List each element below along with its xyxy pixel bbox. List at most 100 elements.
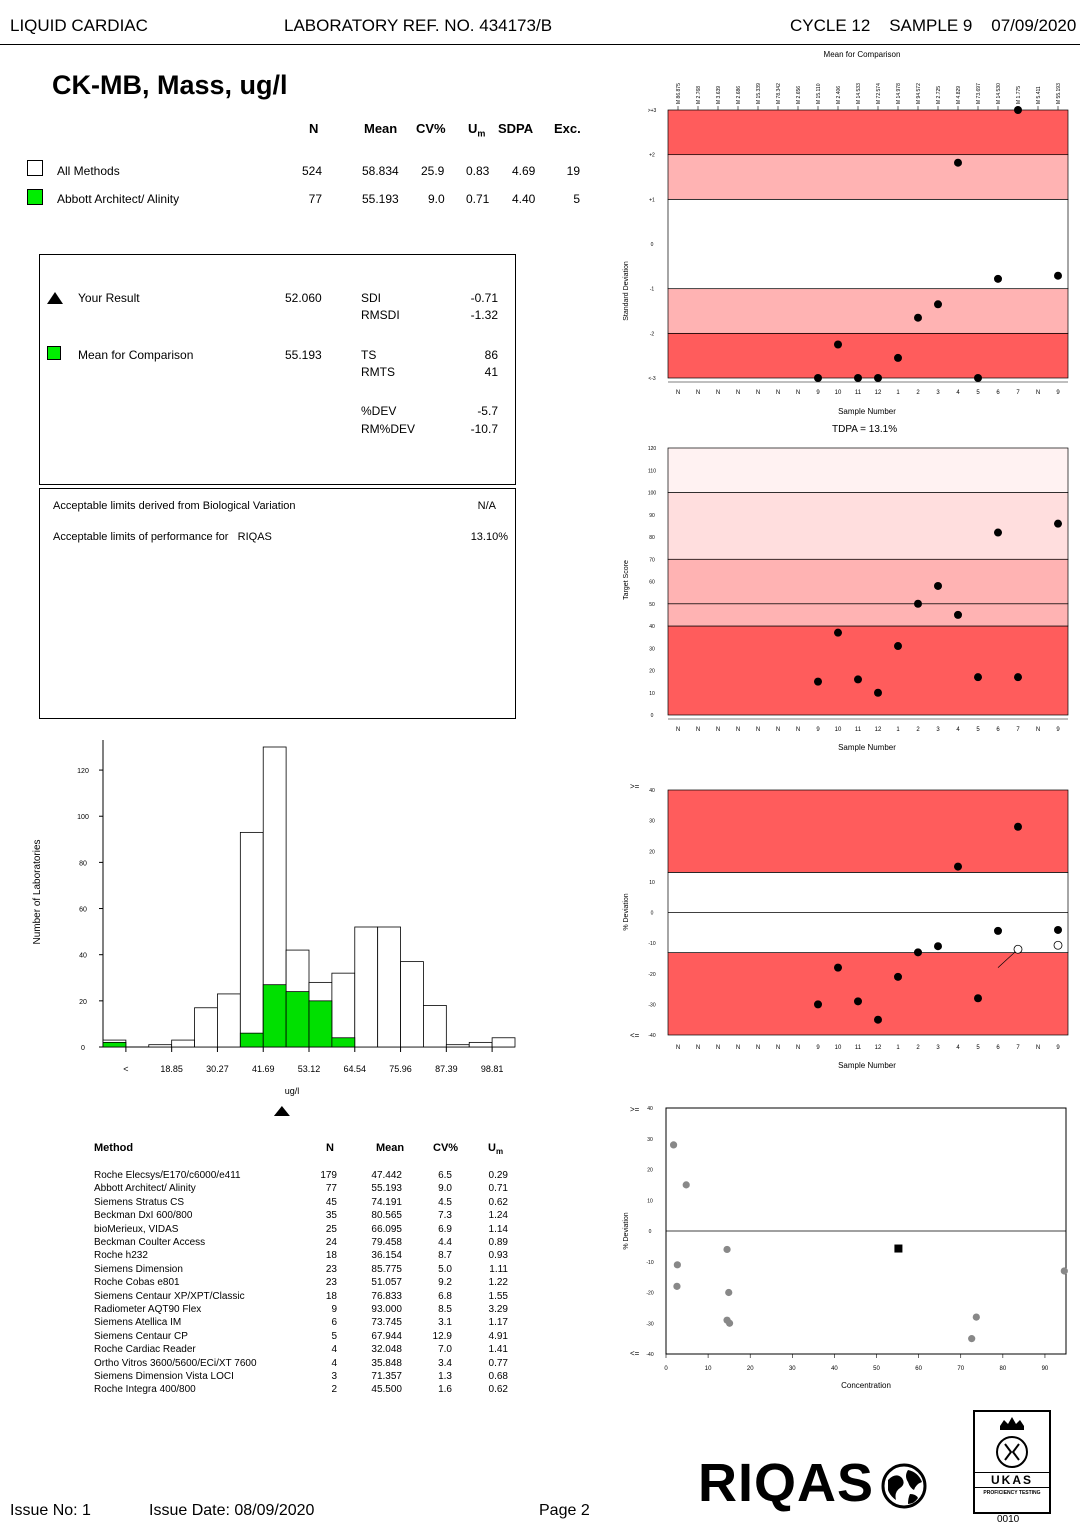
sdi-top-label: M 2.686 — [736, 86, 742, 104]
sdi-top-label: M 2.406 — [836, 86, 842, 104]
pct-dev-sample-label: 11 — [855, 1045, 862, 1051]
sdi-ytick-label: >+3 — [648, 108, 657, 114]
conc-ytick-label: -20 — [646, 1291, 653, 1297]
sdi-chart: Mean for Comparison M 86.875 M 2.768 M 3.6… — [623, 50, 1069, 416]
method-mean: 45.500 — [371, 1384, 402, 1396]
method-um: 0.93 — [488, 1250, 508, 1262]
sdi-top-label: M 15.110 — [816, 83, 822, 104]
target-score-ytick-label: 0 — [651, 713, 654, 719]
pct-dev-ytick-label: 10 — [649, 880, 655, 886]
method-um: 3.29 — [488, 1304, 508, 1315]
method-sdpa: 4.40 — [512, 192, 536, 206]
method-name: Radiometer AQT90 Flex — [94, 1304, 202, 1315]
tdpa-label: TDPA = 13.1% — [832, 424, 898, 435]
sdi-sample-label: 12 — [875, 390, 882, 396]
sdi-ytick-label: <-3 — [648, 376, 656, 382]
pct-dev-point — [1054, 925, 1062, 934]
histogram-bar-all — [400, 961, 424, 1048]
pct-dev-sample-label: 9 — [816, 1045, 820, 1051]
target-score-sample-label: 2 — [916, 727, 920, 733]
riqas-logo: RIQAS — [698, 1453, 875, 1513]
sdi-sample-label: 11 — [855, 390, 862, 396]
histogram-xlabel: ug/l — [285, 1086, 300, 1096]
method-um: 0.71 — [488, 1183, 508, 1195]
all-methods-mean: 58.834 — [362, 164, 399, 178]
conc-le-label: <= — [630, 1349, 640, 1358]
method-cv: 6.9 — [438, 1223, 452, 1235]
rmsdi-value: -1.32 — [470, 308, 498, 322]
target-score-sample-label: 7 — [1016, 727, 1020, 733]
target-score-sample-label: N — [736, 727, 740, 733]
target-score-point — [814, 677, 822, 686]
method-name: Siemens Centaur XP/XPT/Classic — [94, 1290, 245, 1302]
pct-dev-open-point — [1013, 944, 1023, 954]
stats-col-exc: Exc. — [554, 121, 581, 136]
sdi-top-label: M 2.656 — [796, 86, 802, 104]
pct-dev-sample-label: 6 — [996, 1045, 1000, 1051]
pct-dev-point — [834, 963, 842, 972]
sdi-point — [974, 374, 982, 382]
histogram-xtick-label: 18.85 — [160, 1064, 183, 1074]
sdi-band — [667, 288, 1069, 334]
method-mean: 74.191 — [371, 1196, 402, 1208]
mean-comparison-label: Mean for Comparison — [78, 348, 194, 362]
histogram-xtick-label: 75.96 — [389, 1064, 412, 1074]
method-cv: 12.9 — [432, 1330, 452, 1342]
conc-point — [725, 1319, 734, 1327]
method-mean: 32.048 — [371, 1344, 402, 1356]
issue-date: Issue Date: 08/09/2020 — [149, 1502, 315, 1519]
conc-point — [972, 1313, 980, 1321]
sdi-top-label: M 3.639 — [716, 86, 722, 104]
method-name: Roche Cardiac Reader — [94, 1344, 196, 1356]
sdi-sample-label: N — [696, 390, 700, 396]
conc-xtick-label: 20 — [747, 1366, 754, 1372]
method-cv: 6.8 — [438, 1290, 452, 1302]
histogram-ytick-label: 40 — [79, 953, 87, 960]
conc-xtick-label: 50 — [873, 1366, 880, 1372]
histogram-ytick-label: 20 — [79, 999, 87, 1006]
method-n: 45 — [325, 1196, 337, 1208]
conc-ylabel: % Deviation — [623, 1212, 630, 1249]
method-name: bioMerieux, VIDAS — [94, 1223, 179, 1235]
conc-xtick-label: 40 — [831, 1366, 838, 1372]
sdi-sample-label: N — [776, 390, 780, 396]
pct-dev-sample-label: N — [756, 1045, 760, 1051]
pct-dev-point — [974, 994, 982, 1003]
sdi-value: -0.71 — [470, 291, 498, 305]
sdi-top-label: M 94.572 — [916, 83, 922, 104]
method-name: Roche Elecsys/E170/c6000/e411 — [94, 1170, 241, 1181]
pct-dev-sample-label: 7 — [1016, 1045, 1020, 1051]
result-box — [39, 254, 516, 485]
conc-your-result — [894, 1244, 903, 1253]
method-n: 23 — [325, 1263, 337, 1275]
conc-ytick-label: -10 — [646, 1260, 653, 1266]
ukas-badge: UKAS PROFICIENCY TESTING — [973, 1410, 1051, 1514]
pct-dev-sample-label: N — [676, 1045, 680, 1051]
target-score-ytick-label: 120 — [648, 446, 657, 452]
all-methods-sdpa: 4.69 — [512, 164, 536, 178]
method-n: 35 — [325, 1210, 337, 1222]
pct-dev-point — [874, 1015, 882, 1024]
pct-dev-sample-label: N — [696, 1045, 700, 1051]
conc-point — [1060, 1267, 1068, 1275]
method-um: 1.41 — [488, 1344, 508, 1356]
page-number: Page 2 — [539, 1502, 590, 1519]
target-score-ytick-label: 30 — [649, 646, 655, 652]
method-name: Siemens Centaur CP — [94, 1330, 188, 1342]
method-name: Beckman Coulter Access — [94, 1237, 206, 1248]
sdi-top-label: M 4.829 — [956, 86, 962, 104]
target-score-sample-label: 9 — [816, 727, 820, 733]
histogram-bar-method — [331, 1037, 356, 1048]
ukas-sub: PROFICIENCY TESTING — [983, 1490, 1041, 1496]
sdi-ytick-label: -1 — [650, 287, 655, 293]
conc-ytick-label: 40 — [647, 1106, 653, 1112]
pct-dev-band — [667, 789, 1069, 873]
sdi-point — [954, 158, 962, 167]
sdi-sample-label: 7 — [1016, 390, 1020, 396]
method-n: 18 — [325, 1250, 337, 1262]
sdi-band — [667, 109, 1069, 156]
all-methods-exc: 19 — [566, 164, 580, 178]
histogram-ylabel: Number of Laboratories — [32, 839, 43, 944]
sdi-point — [994, 274, 1002, 283]
method-um: 1.24 — [488, 1210, 508, 1222]
